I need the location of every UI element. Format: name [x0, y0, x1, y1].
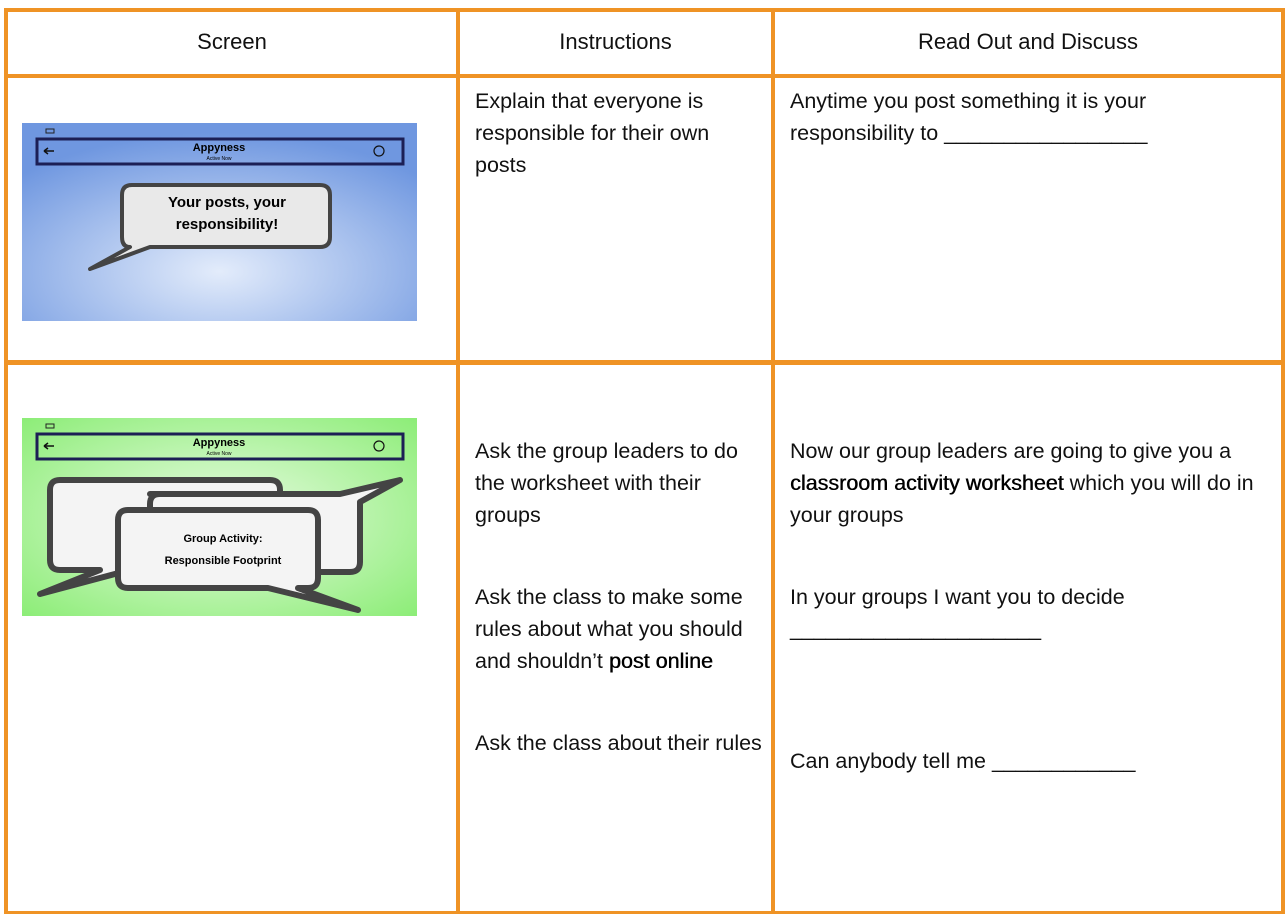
screen-image: Appyness Active Now Group Activity: Resp…: [22, 418, 417, 616]
paragraph: Ask the group leaders to do the workshee…: [475, 435, 765, 531]
border: [771, 8, 775, 914]
column-header: Instructions: [559, 29, 672, 54]
screen-caption: Your posts, your: [168, 194, 286, 211]
paragraph: Ask the class to make some rules about w…: [475, 581, 765, 677]
paragraph: Now our group leaders are going to give …: [790, 435, 1270, 531]
text: which you will do in your groups: [790, 471, 1254, 527]
screen-caption: responsibility!: [176, 216, 279, 233]
text: Now our group leaders are going to give …: [790, 439, 1232, 463]
screen-caption: Responsible Footprint: [165, 555, 282, 567]
text: Ask the class to make some rules about w…: [475, 585, 743, 673]
app-status: Active Now: [206, 156, 231, 162]
text: Can anybody tell me ____________: [790, 749, 1136, 773]
paragraph: Anytime you post something it is your re…: [790, 85, 1270, 149]
text: Ask the class about their rules: [475, 731, 762, 755]
column-header: Read Out and Discuss: [917, 29, 1139, 54]
screen-image: Appyness Active Now Your posts, your res…: [22, 123, 417, 321]
text: Explain that everyone is responsible for…: [475, 89, 710, 177]
border: [4, 911, 1285, 914]
text: Anytime you post something it is your re…: [790, 89, 1148, 145]
paragraph: Explain that everyone is responsible for…: [475, 85, 765, 181]
paragraph: Can anybody tell me ____________: [790, 745, 1270, 777]
column-header: Screen: [197, 29, 267, 54]
app-name: Appyness: [193, 142, 246, 154]
border: [456, 8, 460, 914]
border: [4, 74, 1285, 78]
border: [4, 8, 1285, 12]
border: [1281, 8, 1285, 914]
bold-text: post online: [608, 649, 713, 673]
border: [4, 8, 8, 914]
bold-text: classroom activity worksheet: [790, 471, 1064, 495]
text: In your groups I want you to decide ____…: [790, 585, 1125, 641]
paragraph: Ask the class about their rules: [475, 727, 765, 759]
text: Ask the group leaders to do the workshee…: [475, 439, 738, 527]
app-status: Active Now: [206, 451, 231, 457]
border: [4, 360, 1285, 365]
app-name: Appyness: [193, 437, 246, 449]
screen-caption: Group Activity:: [183, 533, 262, 545]
paragraph: In your groups I want you to decide ____…: [790, 581, 1270, 645]
